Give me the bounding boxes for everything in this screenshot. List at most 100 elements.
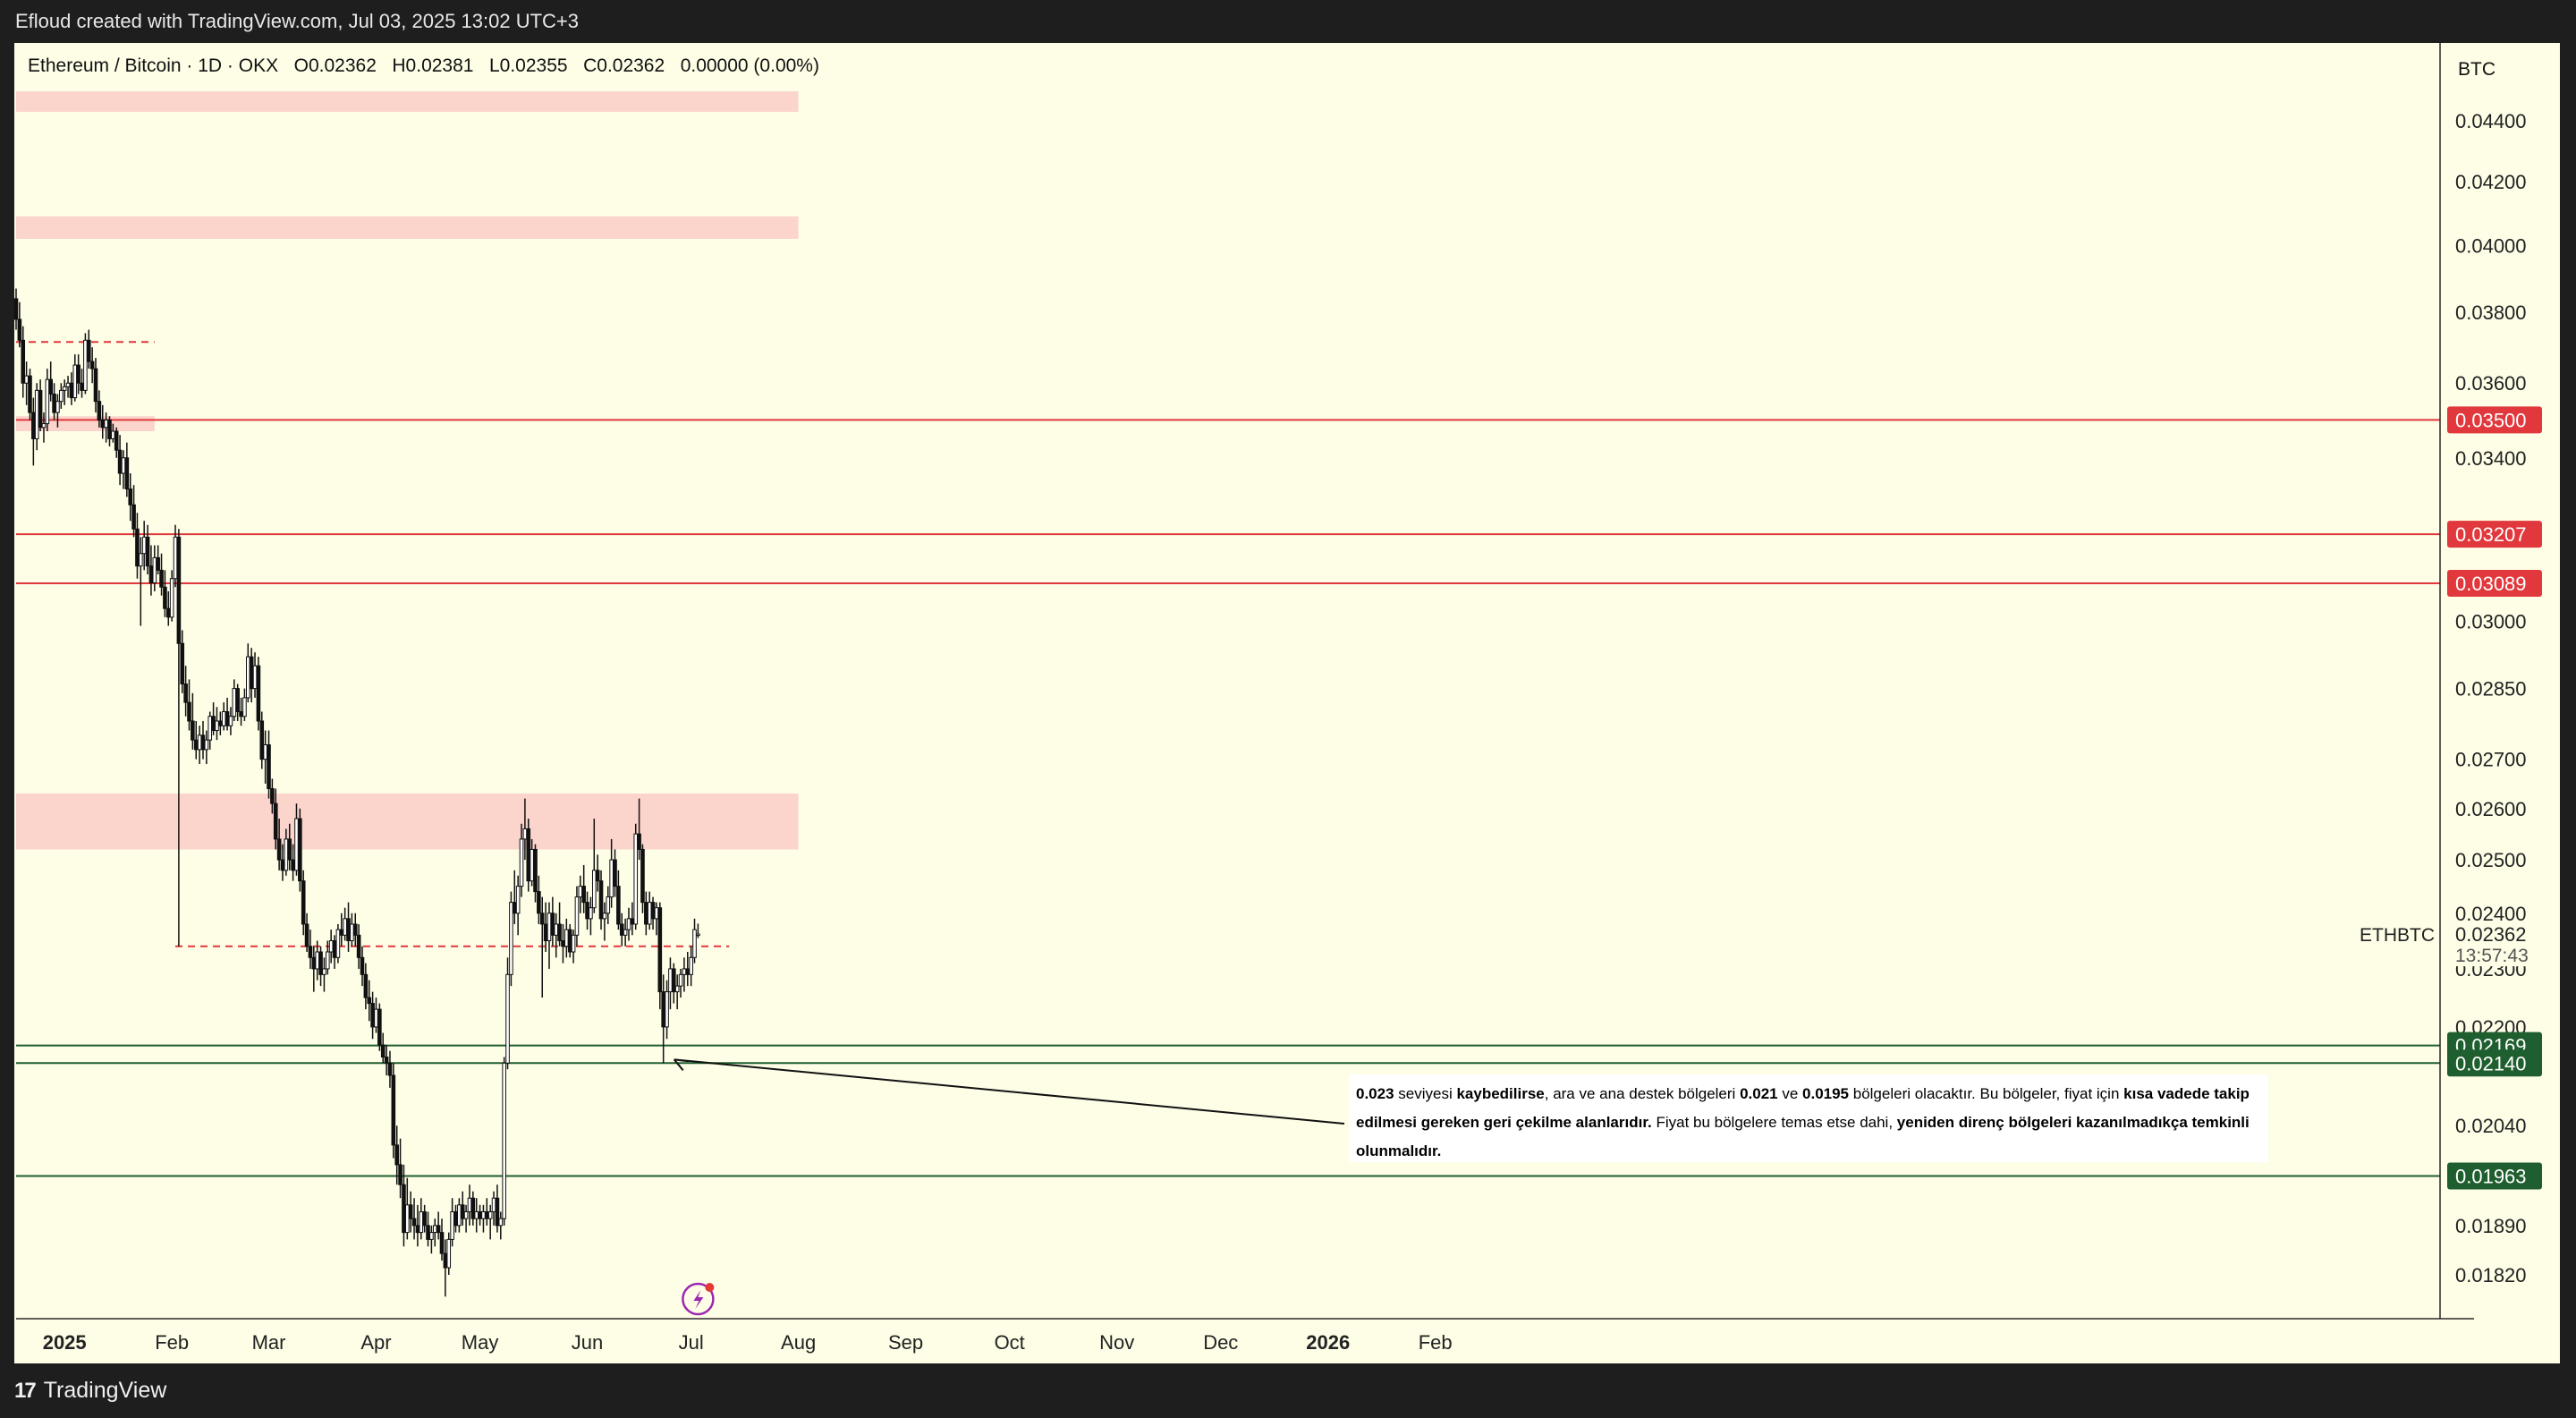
candle-body — [692, 929, 697, 958]
candle-body — [211, 716, 216, 732]
candle-body — [180, 642, 185, 685]
chart-caption-bar: Efloud created with TradingView.com, Jul… — [0, 0, 2576, 43]
candle-body — [547, 913, 552, 942]
candle-body — [554, 923, 559, 936]
candle-body — [117, 449, 123, 474]
candle-body — [498, 1218, 504, 1227]
price-tick-label: 0.03000 — [2455, 611, 2527, 633]
candle-body — [339, 929, 344, 936]
legend-change: 0.00000 (0.00%) — [680, 55, 819, 76]
zones-layer — [16, 91, 799, 850]
bar-countdown-label: 13:57:43 — [2455, 946, 2529, 966]
price-level-badge — [2447, 521, 2542, 548]
price-tick-label: 0.02700 — [2455, 749, 2527, 771]
candle-body — [623, 929, 628, 936]
symbol-legend[interactable]: Ethereum / Bitcoin · 1D · OKX O0.02362 H… — [28, 55, 819, 77]
candle-body — [332, 940, 337, 958]
candle-body — [696, 933, 700, 937]
candle-body — [685, 968, 691, 975]
price-tick-label: 0.02600 — [2455, 798, 2527, 820]
candle-body — [689, 956, 693, 975]
candle-body — [457, 1204, 462, 1227]
note-segment: 0.0195 — [1802, 1085, 1850, 1102]
candle-body — [384, 1056, 389, 1064]
candle-body — [657, 907, 663, 993]
price-level-badge — [2447, 406, 2542, 434]
note-segment: yeniden direnç bölgeleri kazanılmadıkça … — [1356, 1114, 2250, 1159]
candle-body — [474, 1210, 479, 1219]
candle-body — [311, 956, 317, 970]
note-segment: ve — [1777, 1085, 1803, 1102]
candle-body — [221, 710, 226, 726]
candle-body — [169, 578, 174, 618]
price-tick-label: 0.04400 — [2455, 110, 2527, 132]
candle-body — [678, 973, 683, 987]
candle-body — [208, 716, 213, 741]
candle-body — [245, 656, 250, 699]
candle-body — [301, 880, 306, 925]
legend-low: L0.02355 — [488, 55, 568, 76]
candle-body — [439, 1232, 445, 1254]
time-tick-label: 2026 — [1306, 1331, 1350, 1354]
candle-body — [276, 838, 282, 861]
candle-body — [432, 1225, 437, 1234]
candle-body — [34, 389, 39, 439]
candle-body — [139, 553, 143, 567]
candle-body — [543, 923, 548, 942]
candle-body — [135, 528, 140, 567]
candle-body — [374, 1008, 378, 1028]
flash-icon — [682, 1282, 715, 1316]
candle-body — [446, 1238, 452, 1269]
candle-body — [343, 918, 347, 936]
candle-body — [215, 720, 219, 732]
candle-body — [294, 818, 299, 871]
candle-body — [402, 1184, 406, 1234]
candle-body — [387, 1062, 393, 1076]
annotation-arrow — [674, 1058, 1345, 1125]
candle-body — [291, 859, 295, 871]
candle-body — [530, 848, 534, 882]
analysis-note: 0.023 seviyesi kaybedilirse, ara ve ana … — [1349, 1074, 2268, 1162]
note-segment: 0.023 — [1356, 1085, 1394, 1102]
price-level-badge — [2447, 1049, 2542, 1077]
candle-body — [619, 923, 624, 936]
candle-body — [522, 828, 528, 840]
chart-caption: Efloud created with TradingView.com, Jul… — [15, 10, 580, 32]
candle-body — [356, 934, 361, 958]
candle-body — [637, 833, 641, 850]
candle-body — [89, 361, 95, 369]
candle-body — [326, 951, 330, 970]
candle-body — [93, 368, 98, 403]
price-tick-label: 0.02500 — [2455, 849, 2527, 871]
candle-body — [481, 1210, 486, 1219]
candle-body — [187, 701, 191, 722]
candle-body — [426, 1225, 430, 1240]
time-tick-label: Feb — [1419, 1331, 1453, 1354]
candle-body — [322, 968, 326, 975]
candle-body — [495, 1197, 500, 1227]
legend-open: O0.02362 — [293, 55, 377, 76]
time-tick-label: Aug — [781, 1331, 816, 1354]
candle-body — [360, 956, 365, 975]
candle-body — [152, 556, 157, 583]
flash-icon-bolt — [693, 1290, 704, 1309]
symbol-tag: ETHBTC — [2360, 925, 2435, 946]
candle-body — [52, 393, 56, 413]
candle-body — [467, 1197, 472, 1212]
candle-body — [644, 902, 648, 925]
price-tick-label: 0.04200 — [2455, 171, 2527, 193]
candle-body — [589, 907, 593, 920]
resistance-zone — [16, 794, 799, 850]
note-segment: bölgeleri olacaktır. Bu bölgeler, fiyat … — [1849, 1085, 2124, 1102]
candle-body — [100, 419, 106, 429]
candle-body — [574, 896, 580, 936]
candle-body — [512, 902, 517, 914]
footer-bar: 17 TradingView — [0, 1363, 2576, 1418]
price-level-badge — [2447, 1162, 2542, 1190]
candle-body — [443, 1252, 448, 1269]
candle-body — [578, 886, 583, 898]
candle-body — [463, 1210, 469, 1219]
candle-body — [422, 1210, 427, 1227]
candle-body — [270, 787, 275, 804]
